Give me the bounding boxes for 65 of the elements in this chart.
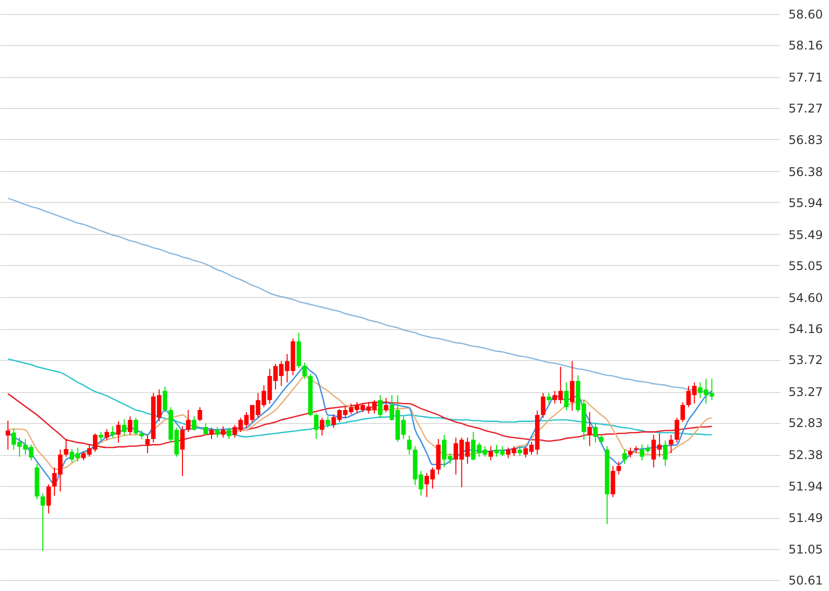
candlestick (145, 434, 150, 454)
candlestick (593, 422, 598, 444)
candlestick (64, 438, 68, 458)
candlestick (488, 446, 494, 461)
y-tick-label: 58.16 (788, 38, 823, 53)
candlestick (116, 420, 121, 444)
y-tick-label: 52.83 (788, 416, 823, 430)
candlestick (180, 426, 185, 476)
candlestick (134, 417, 138, 436)
line-series (7, 393, 712, 448)
candlestick (198, 406, 202, 422)
candlestick (663, 440, 668, 466)
candlestick (220, 426, 226, 438)
candlestick (668, 434, 674, 454)
candlestick (215, 426, 220, 438)
y-tick-label: 55.05 (788, 258, 823, 273)
y-tick-label: 57.27 (788, 102, 823, 116)
candlestick (203, 422, 208, 436)
y-tick-label: 53.27 (788, 385, 823, 400)
candlestick (610, 465, 616, 498)
candlestick (110, 426, 115, 438)
y-tick-label: 55.49 (788, 228, 823, 242)
y-tick-label: 51.05 (788, 542, 823, 556)
candlestick (209, 427, 214, 440)
candlestick (674, 417, 680, 444)
candlestick (40, 493, 46, 552)
candlestick (384, 397, 388, 413)
candlestick (378, 394, 382, 418)
y-tick-label: 56.38 (788, 164, 823, 179)
candlestick (128, 416, 132, 436)
y-tick-label: 54.16 (788, 322, 823, 336)
y-tick-label: 52.38 (788, 448, 823, 462)
y-tick-label: 53.72 (788, 353, 823, 368)
y-tick-label: 54.60 (788, 290, 823, 305)
candlestick (6, 420, 10, 450)
y-tick-label: 57.71 (788, 70, 823, 85)
candlestick (540, 392, 546, 418)
candlestick (564, 382, 569, 410)
candlestick (314, 413, 318, 440)
candlestick (104, 428, 110, 441)
y-tick-label: 50.61 (788, 574, 823, 588)
y-tick-label: 56.83 (788, 132, 823, 147)
candlestick (162, 386, 168, 413)
candlestick (407, 434, 412, 456)
y-tick-label: 51.49 (788, 511, 823, 526)
candlestick (302, 362, 307, 380)
candlestick (587, 412, 592, 447)
candlestick (122, 418, 127, 436)
candlestick (192, 416, 196, 432)
candlestick (616, 461, 621, 475)
candlestick (622, 449, 627, 464)
candlestick (518, 446, 522, 457)
line-series (7, 365, 712, 486)
y-tick-label: 55.94 (788, 196, 823, 210)
candlestick (570, 360, 574, 412)
candlestick (680, 402, 685, 423)
candlestick (326, 416, 330, 428)
candlestick (546, 392, 552, 404)
y-tick-label: 51.94 (788, 479, 823, 494)
candlestick (46, 484, 51, 514)
candlestick (186, 409, 190, 432)
y-tick-label: 58.60 (788, 8, 823, 22)
candlestick (320, 417, 324, 436)
candlestick (628, 447, 633, 458)
candlestick (226, 427, 232, 440)
